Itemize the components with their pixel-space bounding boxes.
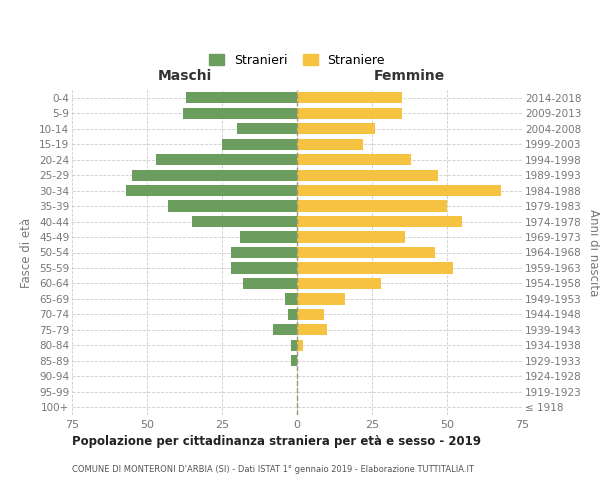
Bar — [168, 200, 297, 211]
Bar — [273, 324, 297, 336]
Bar — [285, 294, 297, 304]
Bar — [297, 123, 375, 134]
Bar — [243, 278, 297, 289]
Bar — [297, 278, 381, 289]
Bar — [231, 247, 297, 258]
Bar — [132, 170, 297, 180]
Bar — [222, 138, 297, 149]
Bar — [297, 232, 405, 242]
Bar — [297, 138, 363, 149]
Bar — [291, 356, 297, 366]
Bar — [192, 216, 297, 227]
Bar — [240, 232, 297, 242]
Bar — [297, 324, 327, 336]
Text: Femmine: Femmine — [374, 70, 445, 84]
Bar — [297, 92, 402, 104]
Bar — [297, 154, 411, 165]
Bar — [297, 294, 345, 304]
Text: COMUNE DI MONTERONI D'ARBIA (SI) - Dati ISTAT 1° gennaio 2019 - Elaborazione TUT: COMUNE DI MONTERONI D'ARBIA (SI) - Dati … — [72, 465, 474, 474]
Legend: Stranieri, Straniere: Stranieri, Straniere — [209, 54, 385, 67]
Bar — [126, 185, 297, 196]
Y-axis label: Fasce di età: Fasce di età — [20, 218, 34, 288]
Bar — [237, 123, 297, 134]
Bar — [291, 340, 297, 351]
Bar — [231, 262, 297, 274]
Bar — [297, 185, 501, 196]
Bar — [156, 154, 297, 165]
Bar — [288, 309, 297, 320]
Bar — [297, 262, 453, 274]
Bar — [297, 340, 303, 351]
Bar — [186, 92, 297, 104]
Y-axis label: Anni di nascita: Anni di nascita — [587, 209, 600, 296]
Bar — [297, 247, 435, 258]
Text: Popolazione per cittadinanza straniera per età e sesso - 2019: Popolazione per cittadinanza straniera p… — [72, 435, 481, 448]
Bar — [297, 309, 324, 320]
Bar — [297, 108, 402, 119]
Bar — [297, 170, 438, 180]
Text: Maschi: Maschi — [157, 70, 212, 84]
Bar — [297, 200, 447, 211]
Bar — [297, 216, 462, 227]
Bar — [183, 108, 297, 119]
